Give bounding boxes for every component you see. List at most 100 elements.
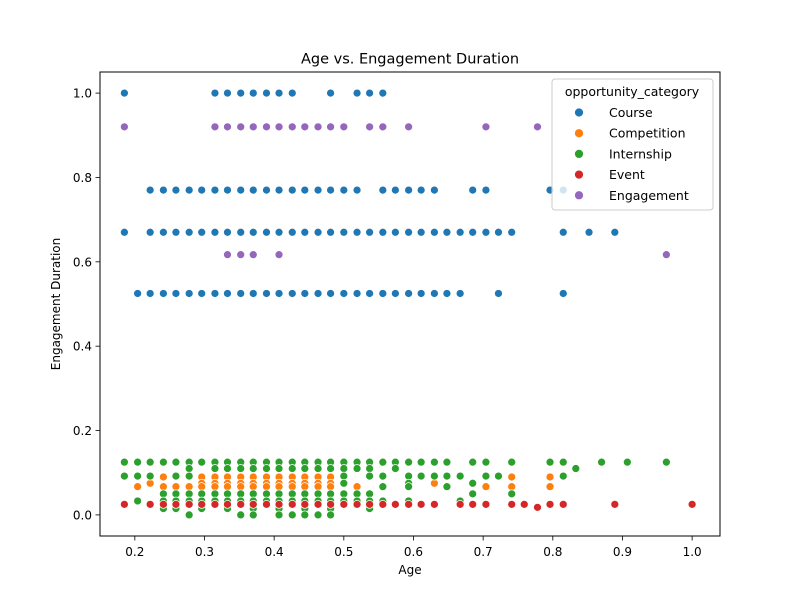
data-point <box>133 457 142 467</box>
data-point <box>404 122 413 132</box>
data-point <box>287 185 297 195</box>
data-point <box>365 499 374 509</box>
data-point <box>558 227 568 237</box>
data-point <box>262 185 271 195</box>
data-point <box>236 499 246 509</box>
data-point <box>416 499 426 509</box>
x-tick-label: 0.5 <box>334 545 353 559</box>
data-point <box>455 227 465 237</box>
data-point <box>197 185 207 195</box>
data-point <box>430 227 439 237</box>
data-point <box>287 289 297 298</box>
x-tick-label: 0.6 <box>404 545 423 559</box>
data-point <box>339 478 349 488</box>
x-tick-label: 0.3 <box>195 545 214 559</box>
data-point <box>481 482 491 492</box>
data-point <box>507 489 517 499</box>
data-point <box>416 457 426 467</box>
data-point <box>507 472 517 482</box>
data-point <box>390 464 400 473</box>
legend-item: Competition <box>574 126 686 141</box>
data-point <box>481 499 491 509</box>
legend-label: Event <box>609 167 645 182</box>
data-point <box>300 227 310 237</box>
data-point <box>236 510 246 520</box>
data-point <box>597 457 606 467</box>
y-tick-label: 0.4 <box>73 340 92 354</box>
data-point <box>184 499 194 509</box>
y-tick-label: 0.6 <box>73 255 92 269</box>
data-point <box>326 464 335 473</box>
legend-box <box>551 78 714 211</box>
x-tick-label: 0.9 <box>613 545 632 559</box>
data-point <box>481 185 491 195</box>
data-point <box>274 464 284 473</box>
data-point <box>171 227 181 237</box>
data-point <box>236 122 246 132</box>
data-point <box>159 457 168 467</box>
legend-marker <box>574 190 584 201</box>
data-point <box>159 289 168 298</box>
chart-title: Age vs. Engagement Duration <box>301 52 519 68</box>
data-point <box>481 122 491 132</box>
data-point <box>120 471 129 481</box>
data-point <box>558 457 568 467</box>
data-point <box>133 496 142 506</box>
data-point <box>300 510 310 520</box>
series-event <box>120 499 697 512</box>
data-point <box>378 457 388 467</box>
data-point <box>481 471 491 481</box>
data-point <box>223 227 232 237</box>
data-point <box>223 289 232 298</box>
data-point <box>171 289 181 298</box>
legend-marker <box>574 149 584 159</box>
data-point <box>365 464 374 473</box>
series-internship <box>120 457 671 520</box>
data-point <box>558 289 568 298</box>
data-point <box>159 227 168 237</box>
data-point <box>352 227 362 237</box>
data-point <box>610 499 620 509</box>
data-point <box>481 227 491 237</box>
data-point <box>352 499 362 509</box>
data-point <box>120 457 129 467</box>
data-point <box>378 185 388 195</box>
x-axis-label: Age <box>398 563 421 577</box>
legend-item: Engagement <box>574 188 689 203</box>
data-point <box>326 499 335 509</box>
data-point <box>184 464 194 473</box>
data-point <box>197 499 207 509</box>
data-point <box>120 122 129 132</box>
data-point <box>210 227 220 237</box>
data-point <box>378 88 388 98</box>
data-point <box>661 250 671 260</box>
data-point <box>171 499 181 509</box>
series-engagement <box>120 122 671 260</box>
y-tick-label: 0.2 <box>73 424 92 438</box>
data-point <box>430 499 439 509</box>
legend-marker <box>574 128 584 139</box>
data-point <box>210 464 220 473</box>
data-point <box>145 471 155 481</box>
data-point <box>248 250 258 260</box>
data-point <box>120 499 129 509</box>
data-point <box>352 185 362 195</box>
data-point <box>300 122 310 132</box>
data-point <box>390 289 400 298</box>
data-point <box>545 457 555 467</box>
y-axis: 0.0 0.2 0.4 0.6 0.8 1.0 <box>73 87 100 522</box>
data-point <box>300 289 310 298</box>
data-point <box>313 289 323 298</box>
data-point <box>545 499 555 509</box>
data-point <box>313 499 323 509</box>
data-point <box>145 185 155 195</box>
data-point <box>223 122 232 132</box>
data-point <box>300 185 310 195</box>
data-point <box>274 185 284 195</box>
data-point <box>262 227 271 237</box>
data-point <box>274 510 284 520</box>
data-point <box>339 499 349 509</box>
data-point <box>404 227 413 237</box>
data-point <box>661 457 671 467</box>
data-point <box>236 88 246 98</box>
